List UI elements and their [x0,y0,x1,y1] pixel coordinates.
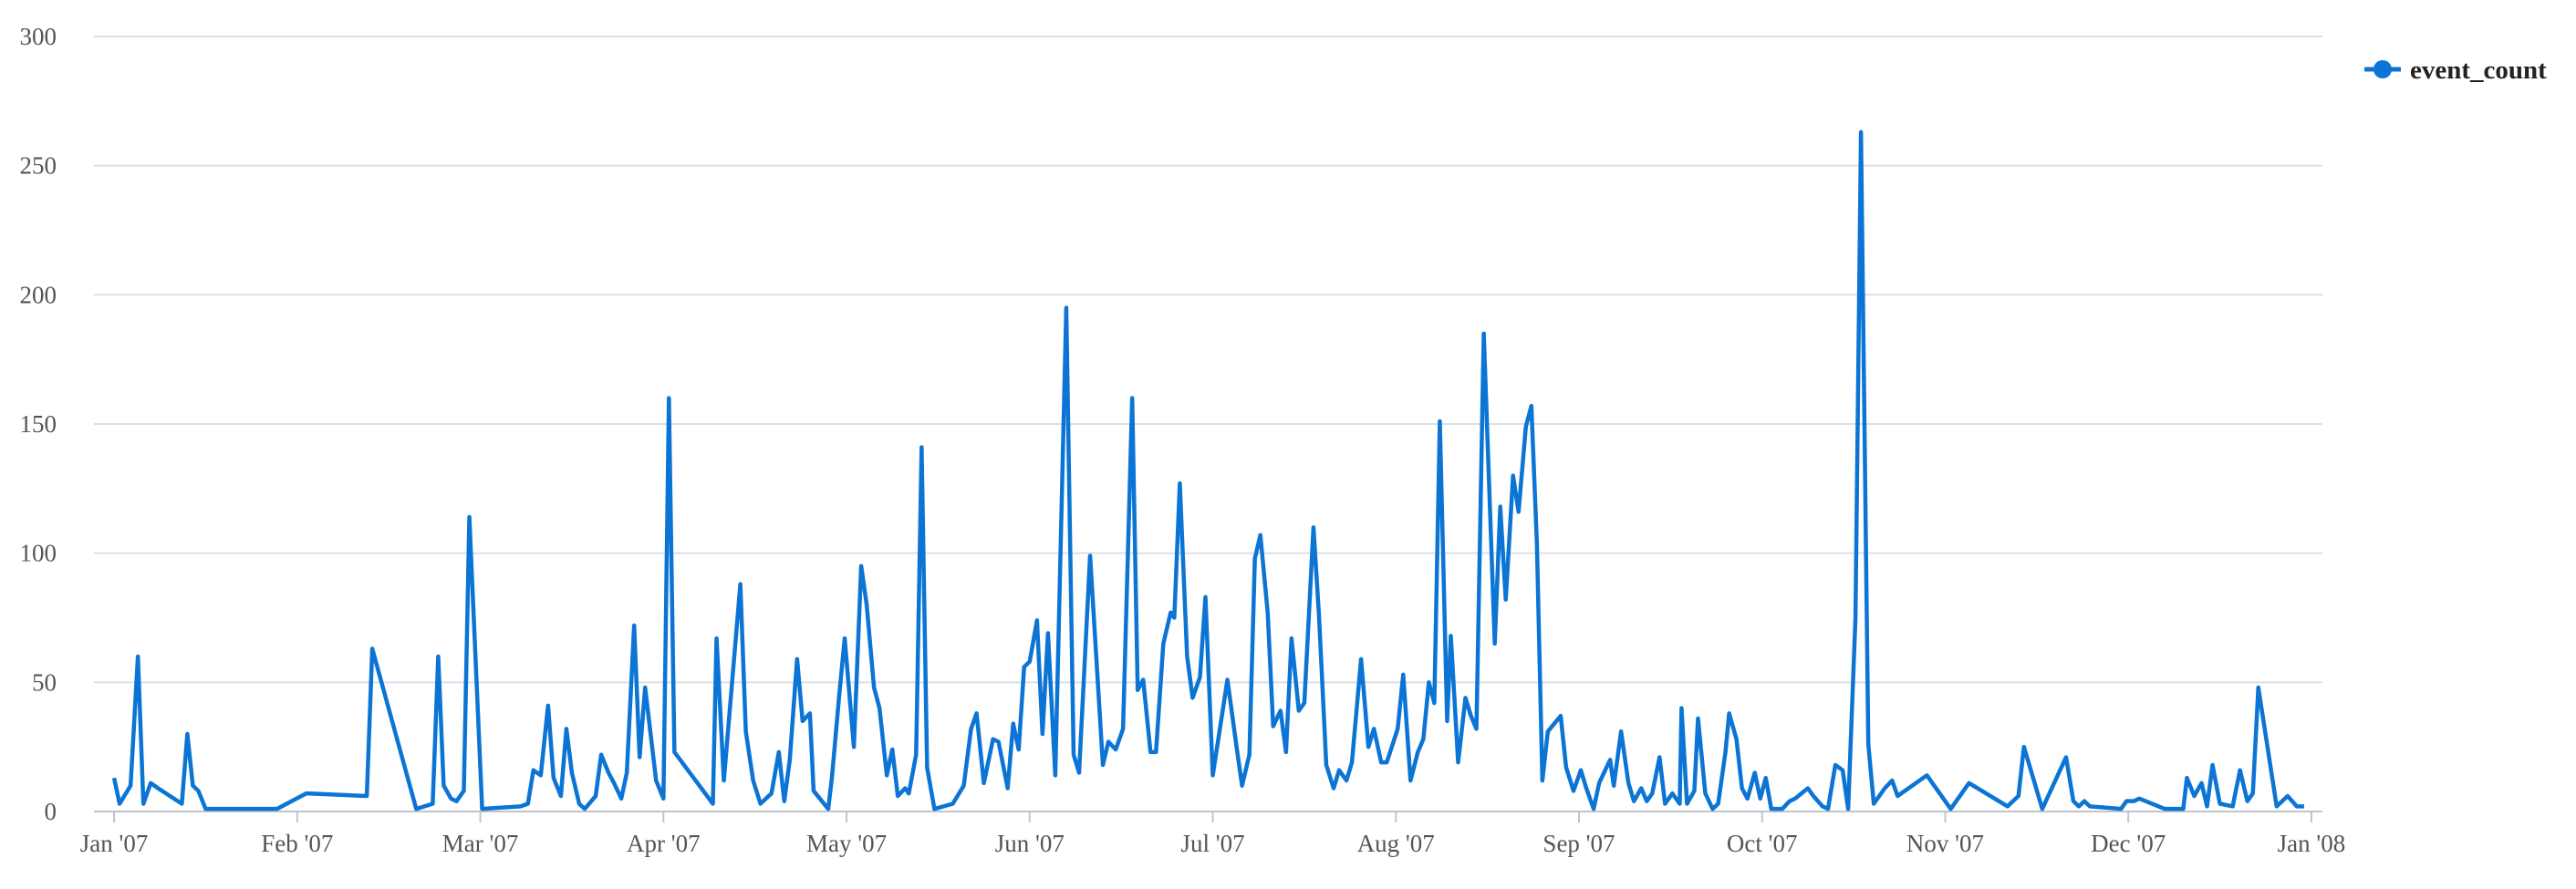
y-tick-label: 0 [45,798,57,825]
y-tick-label: 150 [20,410,57,438]
x-tick-label: Jul '07 [1180,830,1244,857]
data-line [111,129,2304,811]
x-tick-label: Jun '07 [995,830,1065,857]
y-tick-label: 300 [20,23,57,50]
x-tick-label: Oct '07 [1727,830,1798,857]
legend-marker [2373,60,2392,78]
legend-label: event_count [2410,56,2547,85]
y-tick-label: 200 [20,281,57,308]
x-tick-label: Feb '07 [261,830,333,857]
x-tick-label: Aug '07 [1357,830,1435,857]
x-tick-label: Dec '07 [2091,830,2166,857]
x-tick-label: May '07 [806,830,887,857]
y-tick-label: 100 [20,540,57,567]
y-tick-label: 250 [20,152,57,180]
x-tick-label: Apr '07 [627,830,701,857]
x-tick-label: Jan '08 [2278,830,2346,857]
x-tick-label: Sep '07 [1542,830,1615,857]
x-tick-label: Mar '07 [442,830,519,857]
x-tick-label: Nov '07 [1906,830,1984,857]
x-tick-label: Jan '07 [80,830,149,857]
y-tick-label: 50 [32,668,57,696]
